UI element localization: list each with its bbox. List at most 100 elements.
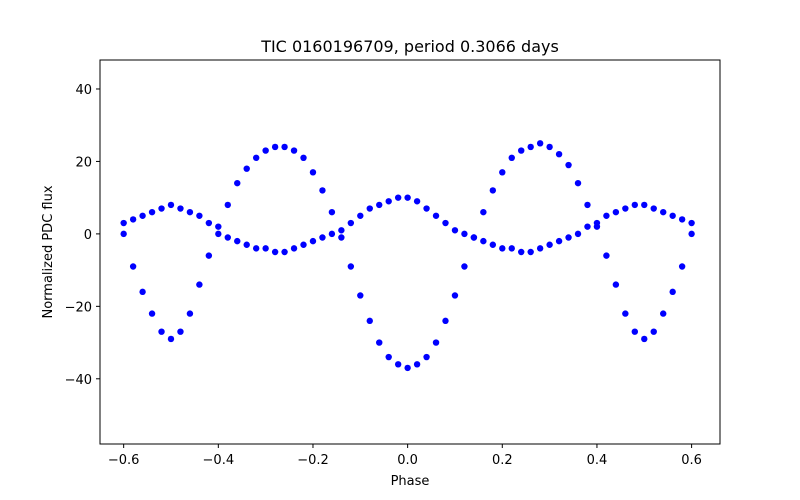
data-point <box>215 223 222 230</box>
data-point <box>319 187 326 194</box>
x-tick-label: 0.6 <box>681 453 702 468</box>
data-point <box>555 150 563 158</box>
data-point <box>205 252 213 259</box>
data-point <box>224 201 231 209</box>
data-point <box>139 288 146 296</box>
data-point <box>413 198 421 205</box>
data-point <box>641 201 648 209</box>
data-point <box>442 317 449 325</box>
data-point <box>148 310 156 317</box>
data-point <box>309 169 317 176</box>
data-point <box>300 154 307 162</box>
data-point <box>546 143 553 151</box>
data-point <box>385 198 392 205</box>
data-point <box>196 212 203 219</box>
data-point <box>215 230 222 238</box>
data-point <box>404 194 411 201</box>
data-point <box>271 248 279 256</box>
data-point <box>622 205 629 212</box>
data-point <box>669 212 676 219</box>
data-point <box>688 230 695 238</box>
data-points <box>120 140 695 372</box>
data-point <box>196 281 203 288</box>
data-point <box>366 317 373 325</box>
data-point <box>603 212 610 219</box>
data-point <box>262 245 269 252</box>
data-point <box>186 208 194 216</box>
data-point <box>158 328 165 335</box>
data-point <box>347 263 355 270</box>
data-point <box>536 245 544 252</box>
data-point <box>167 335 175 343</box>
data-point <box>319 234 326 241</box>
y-tick-label: 0 <box>84 228 92 243</box>
plot-area-frame <box>99 59 721 445</box>
data-point <box>158 205 165 212</box>
data-point <box>622 310 629 317</box>
data-point <box>290 147 298 154</box>
data-point <box>205 219 213 227</box>
data-point <box>688 219 695 227</box>
data-point <box>338 234 345 241</box>
data-point <box>470 234 478 241</box>
y-axis: −40 −20 0 20 40 <box>65 83 100 388</box>
data-point <box>527 248 534 256</box>
data-point <box>536 140 544 147</box>
data-point <box>177 205 184 212</box>
data-point <box>129 263 137 270</box>
data-point <box>518 147 525 154</box>
x-tick-label: −0.2 <box>297 453 329 468</box>
data-point <box>243 165 250 172</box>
data-point <box>366 205 373 212</box>
data-point <box>660 310 667 317</box>
data-point <box>120 230 127 238</box>
x-tick-label: −0.6 <box>108 453 140 468</box>
data-point <box>404 364 411 372</box>
data-point <box>631 328 639 335</box>
data-point <box>290 245 298 252</box>
data-point <box>508 154 515 162</box>
data-point <box>338 227 345 234</box>
data-point <box>508 245 515 252</box>
data-point <box>309 237 317 245</box>
data-point <box>252 245 260 252</box>
data-point <box>574 230 582 238</box>
data-point <box>357 212 364 219</box>
data-point <box>224 234 231 241</box>
data-point <box>432 339 440 346</box>
data-point <box>612 281 620 288</box>
data-point <box>413 361 421 368</box>
x-tick-label: −0.4 <box>203 453 235 468</box>
x-tick-label: 0.0 <box>397 453 418 468</box>
data-point <box>357 292 364 299</box>
data-point <box>148 208 156 216</box>
data-point <box>281 143 288 151</box>
data-point <box>650 205 657 212</box>
x-tick-label: 0.2 <box>492 453 513 468</box>
data-point <box>527 143 534 151</box>
data-point <box>489 187 497 194</box>
data-point <box>480 237 487 245</box>
data-point <box>432 212 440 219</box>
data-point <box>546 241 553 248</box>
data-point <box>518 248 525 256</box>
data-point <box>631 201 639 209</box>
y-tick-label: 20 <box>75 155 92 170</box>
data-point <box>555 237 563 245</box>
data-point <box>451 227 459 234</box>
x-axis: −0.6 −0.4 −0.2 0.0 0.2 0.4 0.6 <box>108 444 702 468</box>
data-point <box>328 208 336 216</box>
data-point <box>660 208 667 216</box>
data-point <box>271 143 279 151</box>
data-point <box>243 241 250 248</box>
data-point <box>186 310 194 317</box>
y-tick-label: −20 <box>65 300 92 315</box>
data-point <box>565 234 572 241</box>
data-point <box>499 245 506 252</box>
data-point <box>252 154 260 162</box>
data-point <box>489 241 497 248</box>
data-point <box>584 223 591 230</box>
data-point <box>376 201 383 209</box>
